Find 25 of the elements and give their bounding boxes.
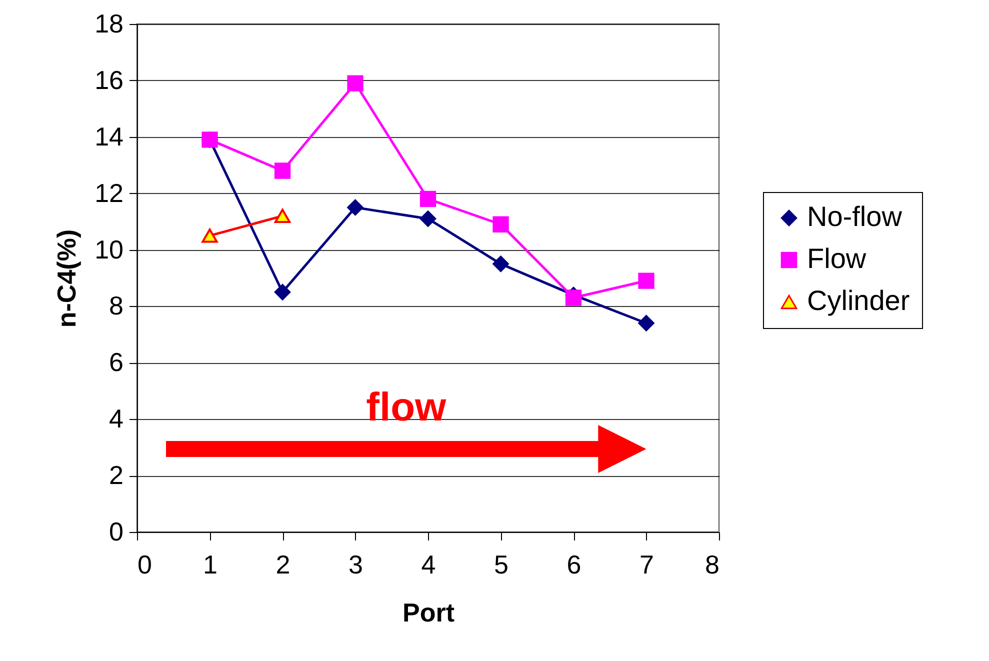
- x-tick-label: 8: [705, 550, 720, 580]
- y-tick-label: 14: [94, 121, 124, 152]
- x-tick-label: 2: [276, 550, 290, 580]
- x-tick-label: 3: [348, 550, 363, 580]
- y-tick-label: 16: [94, 64, 124, 95]
- x-tick-label: 6: [566, 550, 582, 580]
- y-axis-title: n-C4(%): [52, 229, 82, 328]
- y-tick-label: 18: [94, 8, 124, 38]
- x-tick-label: 7: [640, 550, 654, 580]
- x-tick-label: 1: [203, 550, 218, 580]
- y-tick-label: 10: [94, 234, 124, 264]
- y-tick-label: 4: [109, 404, 124, 434]
- legend-label: Cylinder: [807, 285, 910, 316]
- legend-label: No-flow: [807, 201, 903, 232]
- legend-label: Flow: [807, 243, 867, 274]
- y-tick-label: 6: [109, 347, 124, 378]
- y-tick-label: 0: [109, 516, 124, 546]
- x-tick-label: 0: [138, 550, 152, 580]
- x-tick-label: 5: [494, 550, 508, 580]
- y-tick-label: 12: [94, 178, 124, 208]
- x-axis-title: Port: [402, 598, 455, 628]
- y-tick-label: 8: [109, 290, 124, 321]
- y-tick-label: 2: [109, 460, 124, 490]
- annotation: flow: [366, 385, 446, 430]
- x-tick-label: 4: [421, 550, 436, 580]
